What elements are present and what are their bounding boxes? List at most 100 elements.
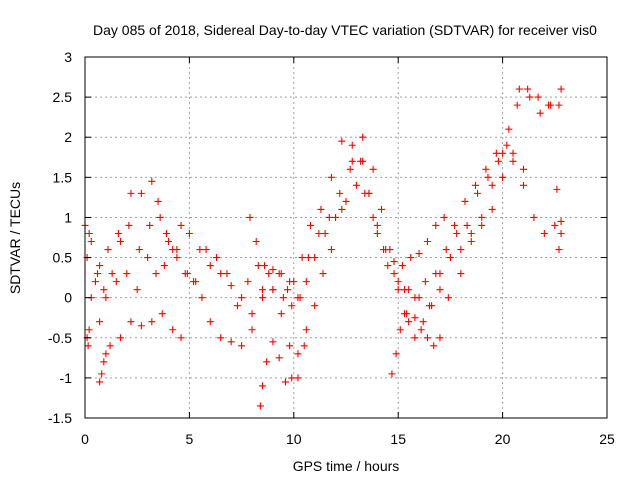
y-tick-label: 3 [64, 49, 72, 65]
data-point [206, 318, 214, 326]
data-point [373, 229, 381, 237]
x-tick-label: 20 [495, 431, 511, 447]
data-point [258, 294, 266, 302]
data-point [555, 246, 563, 254]
data-point [467, 238, 475, 246]
data-point [423, 334, 431, 342]
data-point [106, 342, 114, 350]
grid-lines [85, 57, 607, 418]
data-point [484, 173, 492, 181]
data-point [102, 350, 110, 358]
data-point [177, 221, 185, 229]
data-point [388, 370, 396, 378]
data-point [294, 374, 302, 382]
data-point [213, 254, 221, 262]
data-point [423, 238, 431, 246]
data-point [85, 229, 93, 237]
y-tick-label: 2.5 [53, 89, 73, 105]
data-point [233, 302, 241, 310]
data-point [327, 173, 335, 181]
data-point [135, 246, 143, 254]
data-point [359, 133, 367, 141]
data-point [108, 270, 116, 278]
data-point [417, 326, 425, 334]
data-point [281, 378, 289, 386]
data-point [286, 342, 294, 350]
data-point [352, 181, 360, 189]
data-point [509, 157, 517, 165]
data-point [91, 278, 99, 286]
data-point [471, 181, 479, 189]
data-point [87, 238, 95, 246]
data-point [300, 342, 308, 350]
data-point [411, 314, 419, 322]
data-point [238, 342, 246, 350]
data-point [269, 266, 277, 274]
y-tick-label: 2 [64, 129, 72, 145]
data-point [125, 221, 133, 229]
data-point [162, 229, 170, 237]
data-point [248, 326, 256, 334]
data-point [536, 109, 544, 117]
data-point [196, 246, 204, 254]
data-point [298, 254, 306, 262]
data-point [160, 262, 168, 270]
data-point [258, 286, 266, 294]
data-point [181, 270, 189, 278]
data-point [436, 286, 444, 294]
data-point [246, 213, 254, 221]
data-point [505, 125, 513, 133]
y-tick-label: -0.5 [48, 330, 72, 346]
data-point [148, 177, 156, 185]
data-point [348, 141, 356, 149]
data-point [421, 278, 429, 286]
data-point [85, 326, 93, 334]
data-point [84, 342, 92, 350]
y-axis-label: SDTVAR / TECUs [7, 182, 23, 294]
data-point [258, 382, 266, 390]
data-point [348, 157, 356, 165]
data-point [261, 262, 269, 270]
data-point [165, 238, 173, 246]
x-tick-label: 15 [390, 431, 406, 447]
data-point [547, 101, 555, 109]
data-point [457, 246, 465, 254]
data-point [513, 101, 521, 109]
data-point [198, 294, 206, 302]
data-point [286, 278, 294, 286]
data-point [154, 197, 162, 205]
data-point [457, 270, 465, 278]
data-point [342, 197, 350, 205]
data-point [296, 294, 304, 302]
data-point [319, 270, 327, 278]
data-point [380, 246, 388, 254]
data-point [478, 221, 486, 229]
data-point [390, 270, 398, 278]
y-tick-label: 0.5 [53, 250, 73, 266]
y-tick-label: -1 [60, 370, 73, 386]
data-point [302, 278, 310, 286]
data-point [499, 173, 507, 181]
x-tick-label: 25 [599, 431, 615, 447]
data-point [256, 402, 264, 410]
data-point [519, 165, 527, 173]
data-point [442, 246, 450, 254]
data-point [509, 149, 517, 157]
data-point [158, 310, 166, 318]
data-point [430, 342, 438, 350]
data-point [265, 270, 273, 278]
data-point [415, 250, 423, 258]
data-point [467, 229, 475, 237]
data-point [269, 286, 277, 294]
y-tick-label: 1 [64, 209, 72, 225]
plot-frame [84, 56, 608, 419]
series-track-2 [83, 85, 565, 350]
data-point [419, 318, 427, 326]
data-point [478, 213, 486, 221]
data-point [407, 254, 415, 262]
data-point [279, 294, 287, 302]
data-point [451, 221, 459, 229]
data-point [551, 221, 559, 229]
data-point [369, 165, 377, 173]
